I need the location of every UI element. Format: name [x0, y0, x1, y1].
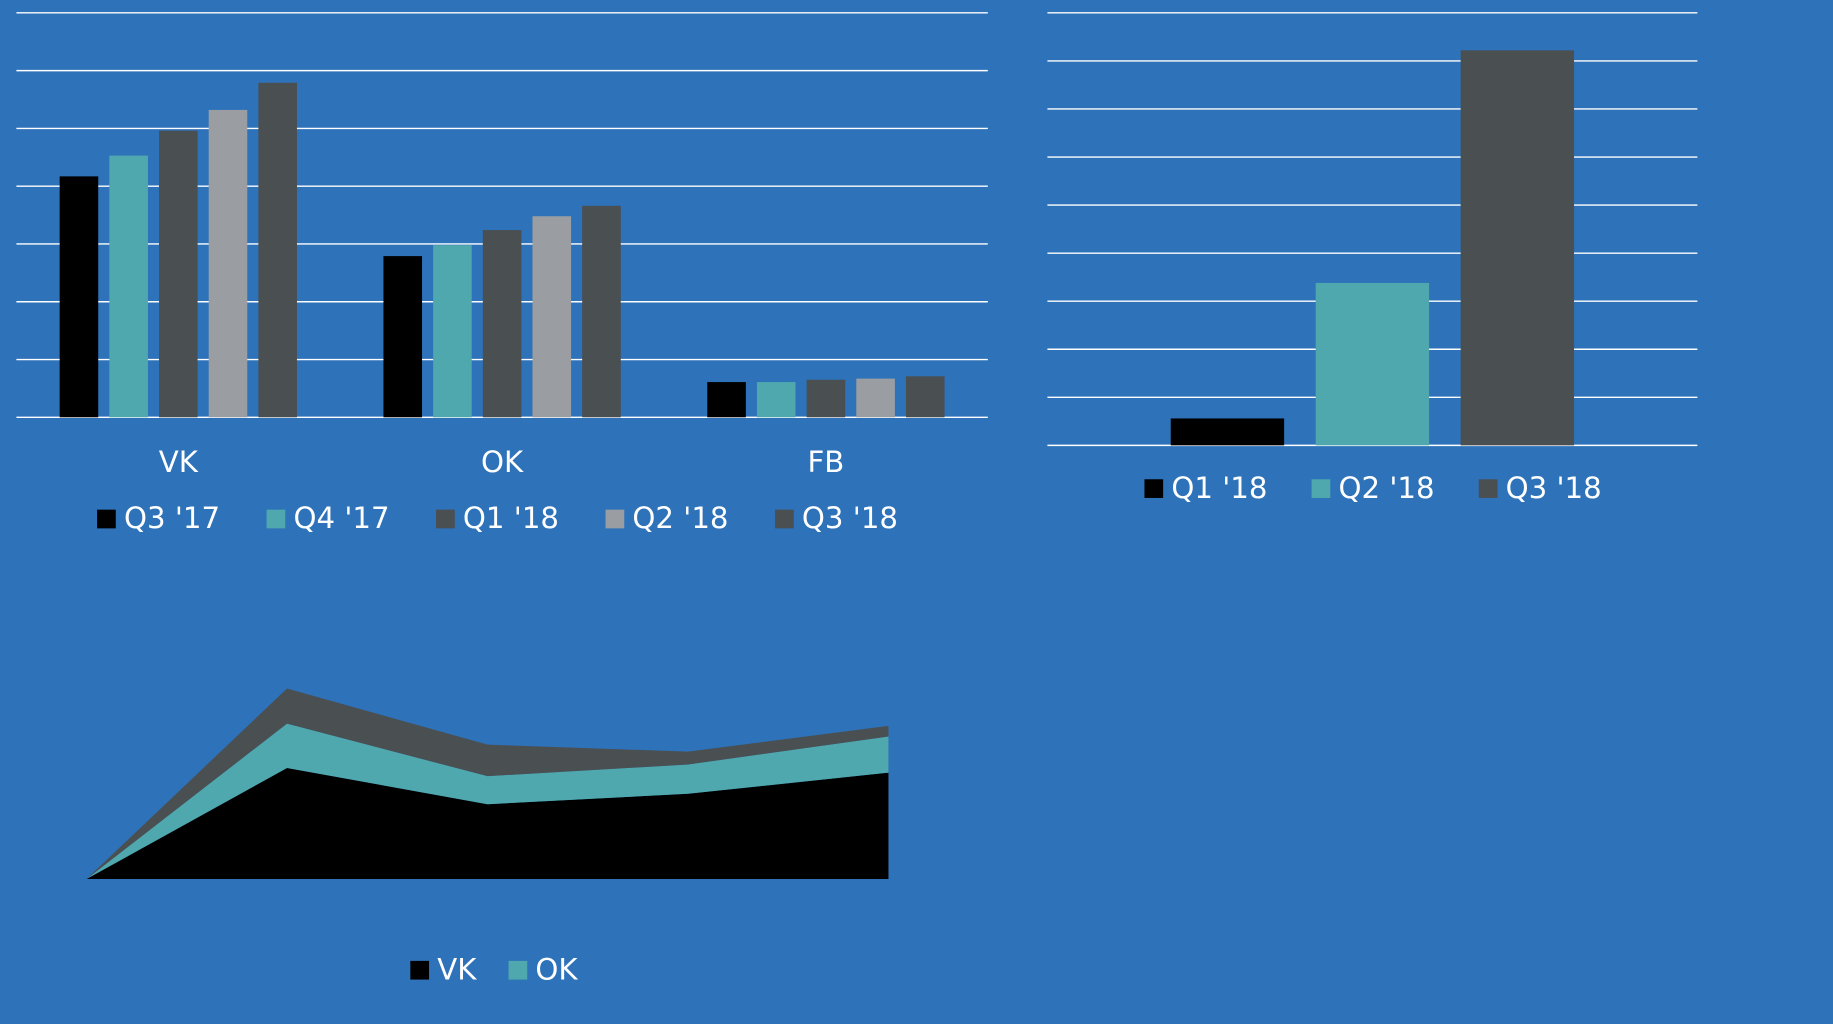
- legend-swatch: [1478, 479, 1498, 498]
- legend-swatch: [508, 960, 528, 980]
- x-tick-label: FB: [807, 445, 844, 479]
- bar: [208, 109, 248, 418]
- legend-swatch: [1311, 479, 1331, 498]
- legend-swatch: [410, 960, 430, 980]
- legend-label: Q1 '18: [463, 501, 559, 535]
- legend-swatch: [97, 509, 116, 529]
- bar: [1460, 50, 1575, 446]
- bar: [1315, 282, 1430, 446]
- bar: [856, 378, 895, 418]
- legend-swatch: [266, 509, 286, 529]
- bar: [1170, 418, 1285, 446]
- bar: [258, 82, 297, 418]
- x-tick-label: VK: [159, 445, 199, 479]
- bar: [532, 216, 572, 418]
- bar: [482, 230, 522, 418]
- bar: [433, 245, 472, 418]
- legend-label: VK: [437, 952, 477, 986]
- bar: [159, 130, 198, 418]
- legend-label: Q2 '18: [1338, 471, 1434, 505]
- bar: [59, 176, 99, 418]
- legend-label: Q3 '17: [124, 501, 220, 535]
- bar: [582, 205, 621, 418]
- legend-swatch: [1144, 479, 1164, 498]
- bar: [383, 256, 423, 418]
- x-tick-label: OK: [481, 445, 524, 479]
- legend-label: Q2 '18: [632, 501, 728, 535]
- legend-swatch: [436, 509, 455, 529]
- legend-label: Q3 '18: [802, 501, 898, 535]
- legend-label: Q1 '18: [1171, 471, 1267, 505]
- bar: [756, 382, 796, 418]
- legend-label: Q3 '18: [1506, 471, 1602, 505]
- legend-swatch: [605, 509, 625, 529]
- bar: [109, 155, 148, 418]
- legend-label: OK: [535, 952, 578, 986]
- area: [86, 723, 889, 880]
- area: [86, 768, 889, 880]
- legend-label: Q4 '17: [293, 501, 389, 535]
- bar: [707, 382, 746, 418]
- legend-swatch: [775, 509, 794, 529]
- bar: [905, 376, 945, 418]
- bar: [806, 379, 846, 418]
